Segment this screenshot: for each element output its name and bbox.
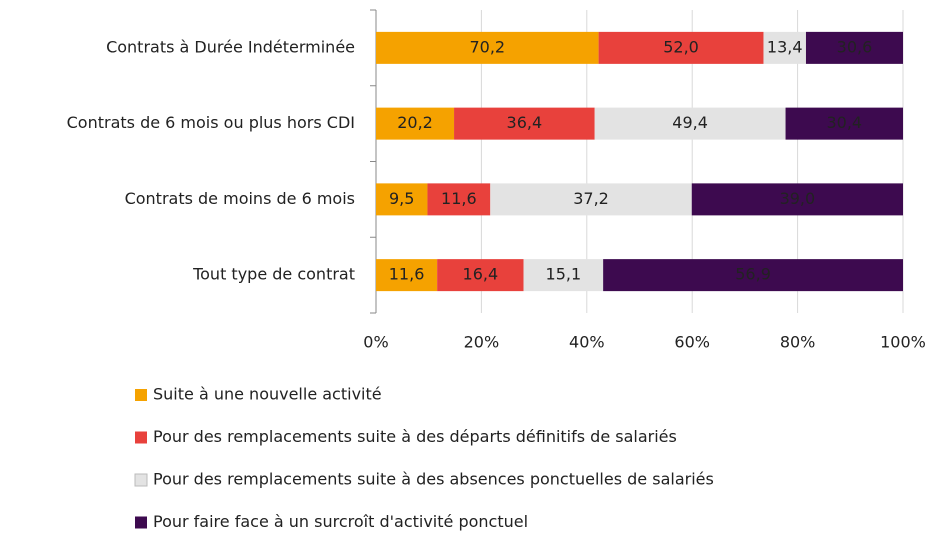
value-label: 9,5 [389,189,414,208]
bar-segment [454,107,595,140]
legend-label: Pour des remplacements suite à des dépar… [153,427,677,446]
bar-segment [427,183,491,216]
value-label: 11,6 [441,189,477,208]
bar-segment [523,259,604,292]
x-tick-label: 40% [569,333,605,352]
y-tick-label: Contrats à Durée Indéterminée [106,37,355,56]
value-label: 49,4 [672,113,708,132]
value-label: 70,2 [469,37,505,56]
value-label: 30,6 [837,37,873,56]
bar-segment [785,107,903,140]
legend-swatch [134,473,148,487]
bar-segment [437,259,524,292]
value-label: 20,2 [397,113,433,132]
value-label: 37,2 [573,189,609,208]
bar-segment [376,31,599,64]
value-label: 52,0 [663,37,699,56]
legend-label: Pour des remplacements suite à des absen… [153,470,714,489]
bar-segment [598,31,764,64]
bar-segment [376,259,438,292]
legend-label: Pour faire face à un surcroît d'activité… [153,512,528,531]
bar-segment [691,183,903,216]
x-tick-label: 80% [780,333,816,352]
x-tick-label: 0% [363,333,388,352]
legend-label: Suite à une nouvelle activité [153,385,382,404]
value-label: 56,9 [735,265,771,284]
x-tick-label: 100% [880,333,926,352]
bar-segment [490,183,692,216]
bar-segment [376,107,455,140]
bar-segment [376,183,428,216]
y-tick-label: Contrats de 6 mois ou plus hors CDI [67,113,355,132]
value-label: 13,4 [767,37,803,56]
value-label: 16,4 [463,265,499,284]
bar-segment [603,259,903,292]
x-tick-label: 60% [674,333,710,352]
legend-swatch [135,431,147,444]
bar-segment [763,31,806,64]
x-tick-label: 20% [464,333,500,352]
value-label: 39,0 [780,189,816,208]
y-tick-label: Tout type de contrat [192,265,355,284]
bar-segment [805,31,903,64]
value-label: 11,6 [389,265,425,284]
value-label: 30,4 [826,113,862,132]
legend-swatch [135,516,147,529]
value-label: 15,1 [546,265,582,284]
y-tick-label: Contrats de moins de 6 mois [125,189,355,208]
value-label: 36,4 [507,113,543,132]
legend-swatch [135,389,147,401]
bar-segment [594,107,786,140]
